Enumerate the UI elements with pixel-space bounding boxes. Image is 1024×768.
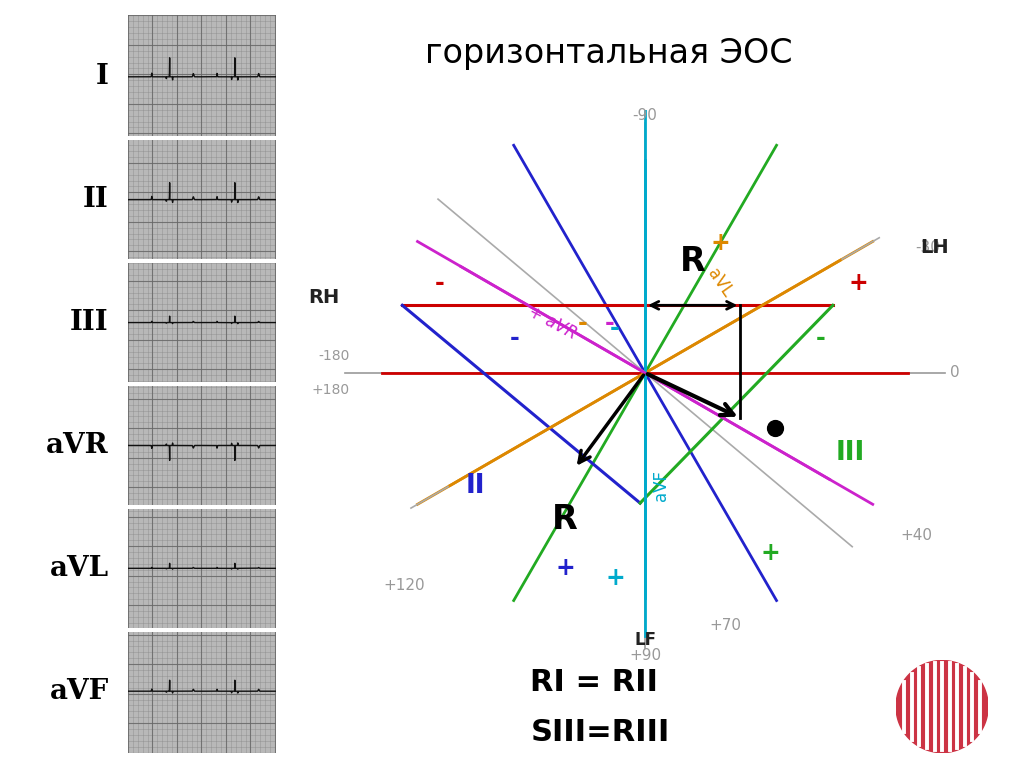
Text: R: R <box>552 503 578 536</box>
Text: 0: 0 <box>950 366 961 380</box>
Text: +120: +120 <box>383 578 425 593</box>
Text: aVF: aVF <box>49 677 109 705</box>
Point <box>767 422 783 434</box>
Text: II: II <box>83 186 109 214</box>
Text: -: - <box>510 326 520 350</box>
Text: SIII=RIII: SIII=RIII <box>530 718 670 747</box>
Bar <box>128 259 276 263</box>
Text: I: I <box>96 63 109 91</box>
Text: LF: LF <box>634 631 656 649</box>
Text: -90: -90 <box>633 108 657 123</box>
Text: +70: +70 <box>710 618 741 633</box>
Text: +180: +180 <box>311 383 350 397</box>
Text: aVL: aVL <box>50 554 109 582</box>
Text: aVL: aVL <box>705 265 736 300</box>
Text: -: - <box>578 311 588 335</box>
Text: -: - <box>610 316 620 340</box>
Text: +: + <box>848 271 867 295</box>
Text: +: + <box>761 541 780 565</box>
Text: -: - <box>815 326 825 350</box>
Text: -180: -180 <box>318 349 350 363</box>
Text: aVF: aVF <box>652 470 671 501</box>
Text: RI = RII: RI = RII <box>530 668 658 697</box>
Text: +: + <box>605 566 625 590</box>
Text: -: - <box>435 271 444 295</box>
Text: + aVR: + aVR <box>525 303 580 343</box>
Text: II: II <box>465 472 484 498</box>
Text: +: + <box>711 230 730 255</box>
Text: +40: +40 <box>900 528 933 543</box>
Text: -: - <box>605 311 615 335</box>
Text: +: + <box>555 556 574 580</box>
Text: III: III <box>71 309 109 336</box>
Text: R: R <box>680 245 706 278</box>
Text: -30: -30 <box>915 240 940 255</box>
Bar <box>128 627 276 632</box>
Text: горизонтальная ЭОС: горизонтальная ЭОС <box>425 38 792 70</box>
Bar <box>128 382 276 386</box>
Text: III: III <box>836 440 865 466</box>
Text: aVR: aVR <box>46 432 109 459</box>
Text: +90: +90 <box>629 648 662 664</box>
Bar <box>128 505 276 509</box>
Bar <box>128 136 276 141</box>
Polygon shape <box>896 660 988 753</box>
Text: LH: LH <box>921 238 949 257</box>
Text: RH: RH <box>308 288 340 307</box>
